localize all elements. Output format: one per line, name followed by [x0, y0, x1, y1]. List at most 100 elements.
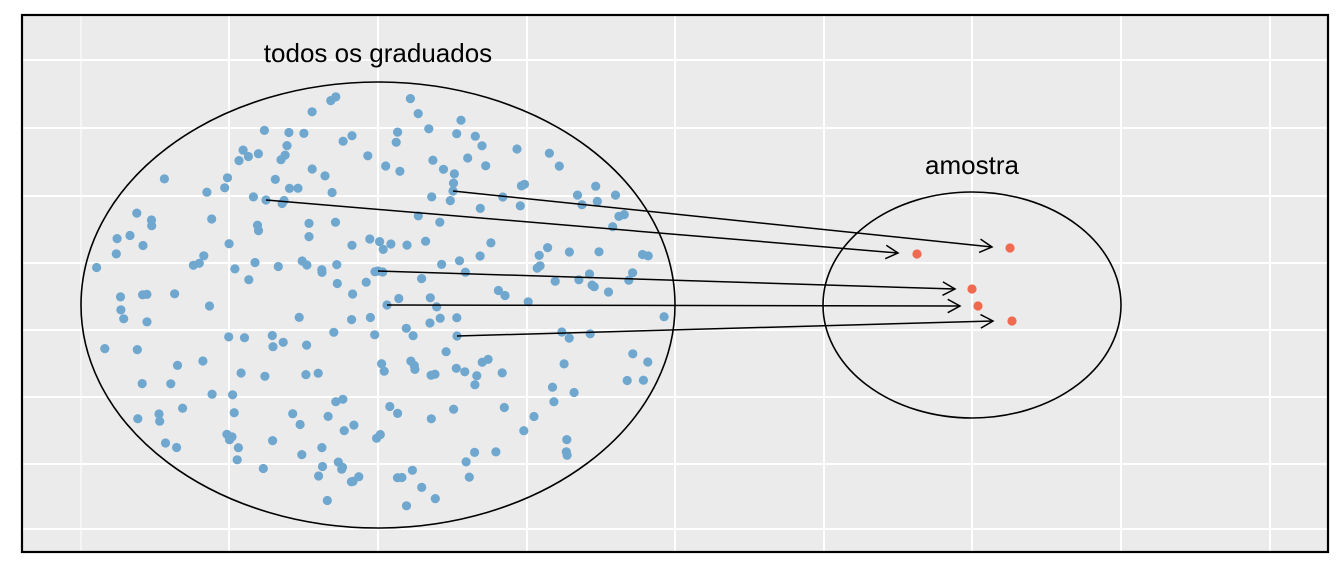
population-point — [572, 190, 583, 200]
population-point — [452, 129, 462, 139]
population-point — [329, 327, 339, 337]
population-point — [500, 290, 510, 301]
population-point — [297, 450, 307, 460]
population-point — [132, 345, 142, 355]
population-point — [430, 494, 440, 504]
population-point — [232, 455, 242, 465]
population-point — [426, 414, 436, 424]
population-point — [199, 251, 209, 261]
population-point — [112, 234, 122, 244]
population-point — [547, 382, 558, 392]
population-point — [347, 131, 357, 141]
population-point — [348, 289, 358, 299]
population-point — [519, 426, 529, 436]
population-point — [470, 380, 480, 390]
population-point — [564, 333, 574, 343]
population-point — [111, 249, 121, 259]
population-point — [268, 436, 278, 446]
population-point — [428, 155, 438, 165]
population-point — [234, 156, 244, 166]
population-point — [370, 330, 380, 340]
population-point — [270, 174, 280, 184]
population-point — [472, 371, 482, 381]
population-point — [628, 349, 638, 359]
population-point — [307, 164, 317, 174]
population-point — [413, 109, 423, 119]
population-point — [338, 394, 348, 404]
population-point — [523, 297, 533, 307]
population-point — [339, 426, 349, 436]
population-point — [395, 166, 405, 176]
population-point — [282, 141, 292, 151]
population-point — [244, 275, 254, 285]
population-point — [499, 402, 509, 413]
population-point — [229, 408, 239, 418]
panel-border — [20, 13, 1330, 554]
population-point — [549, 397, 559, 407]
population-point — [354, 472, 364, 482]
population-point — [154, 409, 164, 419]
population-point — [554, 161, 564, 171]
population-point — [435, 217, 445, 227]
population-point — [142, 317, 152, 327]
population-point — [461, 457, 471, 467]
sampling-arrow — [386, 304, 961, 307]
population-point — [236, 368, 246, 378]
population-point — [381, 161, 391, 171]
population-point — [227, 432, 237, 442]
population-point — [133, 414, 143, 424]
population-point — [304, 232, 314, 242]
population-point — [267, 330, 277, 341]
population-point — [259, 125, 269, 135]
population-point — [327, 187, 337, 198]
population-point — [170, 289, 180, 299]
population-point — [477, 141, 487, 151]
population-label: todos os graduados — [264, 38, 492, 68]
population-point — [224, 332, 234, 342]
population-point — [481, 161, 491, 171]
population-point — [497, 368, 507, 378]
sample-label: amostra — [925, 150, 1019, 180]
population-point — [427, 192, 437, 202]
population-point — [475, 203, 485, 213]
sampling-arrow — [452, 190, 993, 248]
population-point — [375, 237, 385, 247]
population-point — [624, 275, 634, 285]
population-point — [562, 450, 572, 460]
arrow-head — [942, 281, 957, 296]
population-point — [138, 240, 148, 251]
arrow-head — [980, 313, 995, 329]
sample-points — [912, 243, 1017, 326]
population-point — [417, 482, 427, 492]
population-point — [365, 312, 375, 323]
population-point — [302, 260, 312, 270]
population-point — [401, 323, 411, 333]
population-point — [276, 155, 286, 165]
population-point — [463, 153, 473, 163]
population-point — [385, 401, 395, 412]
population-point — [550, 276, 560, 286]
population-point — [323, 411, 333, 421]
population-point — [386, 239, 396, 249]
population-point — [347, 240, 357, 250]
population-point — [516, 181, 527, 191]
population-point — [569, 387, 579, 398]
sample-point — [967, 284, 977, 294]
population-point — [363, 151, 373, 161]
sample-point — [1005, 243, 1015, 253]
population-points — [92, 92, 669, 511]
sampling-arrow — [456, 320, 994, 337]
population-point — [456, 115, 466, 125]
population-point — [314, 471, 324, 481]
population-point — [239, 333, 250, 343]
population-point — [132, 208, 142, 218]
population-point — [250, 257, 260, 268]
population-point — [320, 171, 330, 181]
population-point — [591, 181, 601, 191]
population-point — [277, 198, 287, 209]
population-point — [230, 264, 240, 274]
population-point — [228, 390, 238, 400]
population-point — [125, 230, 135, 241]
population-point — [347, 315, 357, 325]
